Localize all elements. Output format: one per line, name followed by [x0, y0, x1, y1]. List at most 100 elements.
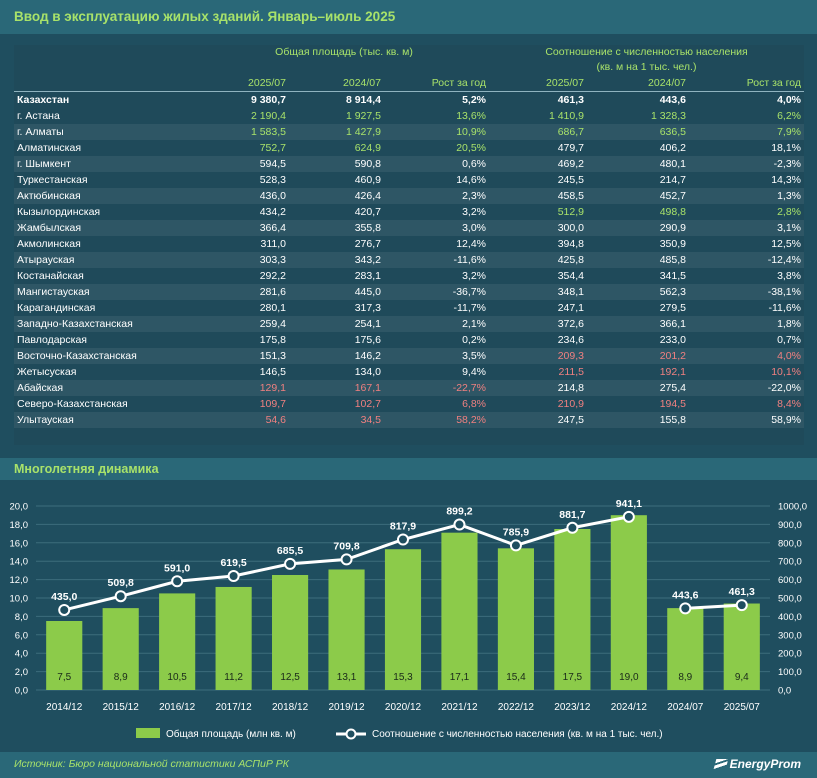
region-name: Казахстан — [17, 94, 70, 106]
table-cell: 4,0% — [777, 94, 801, 106]
table-cell: -11,7% — [453, 302, 487, 314]
table-cell: 1,3% — [777, 190, 801, 202]
table-row: Алматинская 752,7 624,9 20,5% 479,7 406,2 18,1… — [14, 140, 804, 156]
table-cell: 3,8% — [777, 270, 801, 282]
bar — [610, 515, 647, 690]
table-cell: 6,8% — [462, 398, 486, 410]
table-cell: 146,5 — [259, 366, 286, 378]
page-title: Ввод в эксплуатацию жилых зданий. Январь… — [14, 9, 396, 24]
table-row: Туркестанская 528,3 460,9 14,6% 245,5 214,7 14… — [14, 172, 804, 188]
line-point — [340, 553, 353, 566]
left-axis-tick: 16,0 — [10, 538, 29, 549]
x-axis-tick: 2017/12 — [216, 702, 253, 713]
table-row: Жамбылская 366,4 355,8 3,0% 300,0 290,9 3,1% — [14, 220, 804, 236]
region-name: Акмолинская — [17, 238, 81, 250]
table-row: г. Алматы 1 583,5 1 427,9 10,9% 686,7 636,5 7,… — [14, 124, 804, 140]
table-cell: 292,2 — [259, 270, 286, 282]
table-row: Акмолинская 311,0 276,7 12,4% 394,8 350,9 12,5… — [14, 236, 804, 252]
table-cell: 485,8 — [659, 254, 686, 266]
table-cell: 5,2% — [462, 94, 486, 106]
table-cell: 3,5% — [462, 350, 486, 362]
legend-bar-swatch — [136, 728, 160, 738]
line-value-label: 685,5 — [277, 545, 303, 557]
right-axis-tick: 800,0 — [778, 538, 802, 549]
x-axis-tick: 2020/12 — [385, 702, 422, 713]
x-axis-tick: 2018/12 — [272, 702, 309, 713]
table-row: Павлодарская 175,8 175,6 0,2% 234,6 233,0 0,7% — [14, 332, 804, 348]
table-cell: -22,0% — [767, 382, 801, 394]
table-cell: 254,1 — [354, 318, 381, 330]
table-cell: 752,7 — [259, 142, 286, 154]
regional-table-container: Общая площадь (тыс. кв. м) Соотношение с… — [14, 45, 804, 445]
table-cell: 109,7 — [259, 398, 286, 410]
left-axis-tick: 20,0 — [10, 502, 29, 513]
region-name: г. Астана — [17, 110, 60, 122]
table-cell: 354,4 — [557, 270, 584, 282]
column-header: Рост за год — [689, 75, 804, 92]
table-cell: 3,2% — [462, 206, 486, 218]
table-cell: 394,8 — [557, 238, 584, 250]
table-cell: 279,5 — [659, 302, 686, 314]
table-cell: 562,3 — [659, 286, 686, 298]
table-cell: 1,8% — [777, 318, 801, 330]
legend-bar-label: Общая площадь (млн кв. м) — [166, 728, 296, 740]
bar — [46, 621, 83, 690]
region-name: Абайская — [17, 382, 64, 394]
table-cell: 210,9 — [557, 398, 584, 410]
region-name: Туркестанская — [17, 174, 88, 186]
line-point — [622, 510, 635, 523]
table-cell: 1 583,5 — [250, 126, 286, 138]
table-row: Атырауская 303,3 343,2 -11,6% 425,8 485,8 -12,… — [14, 252, 804, 268]
table-cell: 590,8 — [354, 158, 381, 170]
table-cell: 9,4% — [462, 366, 486, 378]
legend-line-marker — [345, 728, 357, 740]
table-cell: 0,2% — [462, 334, 486, 346]
table-cell: 167,1 — [354, 382, 381, 394]
left-axis-tick: 8,0 — [15, 612, 28, 623]
table-cell: 146,2 — [354, 350, 381, 362]
table-cell: 12,5% — [771, 238, 801, 250]
table-cell: 13,6% — [456, 110, 486, 122]
table-row: Костанайская 292,2 283,1 3,2% 354,4 341,5 3,8% — [14, 268, 804, 284]
table-cell: 624,9 — [354, 142, 381, 154]
table-cell: 247,1 — [557, 302, 584, 314]
table-cell: 686,7 — [557, 126, 584, 138]
logo: EnergyProm — [713, 757, 801, 771]
table-cell: 426,4 — [354, 190, 381, 202]
table-cell: 233,0 — [659, 334, 686, 346]
x-axis-tick: 2022/12 — [498, 702, 535, 713]
table-cell: 2,8% — [777, 206, 801, 218]
table-cell: 469,2 — [557, 158, 584, 170]
region-name: Костанайская — [17, 270, 84, 282]
left-axis-tick: 0,0 — [15, 686, 28, 697]
column-header: 2024/07 — [289, 75, 384, 92]
table-cell: 1 328,3 — [650, 110, 686, 122]
line-point — [566, 521, 579, 534]
region-name: Алматинская — [17, 142, 82, 154]
table-cell: 275,4 — [659, 382, 686, 394]
bar-value-label: 7,5 — [57, 672, 71, 683]
right-axis-tick: 300,0 — [778, 630, 802, 641]
table-cell: 1 427,9 — [345, 126, 381, 138]
table-cell: 366,1 — [659, 318, 686, 330]
region-name: Павлодарская — [17, 334, 87, 346]
table-cell: -36,7% — [452, 286, 486, 298]
group-header-ratio: Соотношение с численностью населения — [545, 46, 748, 58]
table-cell: 3,2% — [462, 270, 486, 282]
table-cell: -12,4% — [767, 254, 801, 266]
left-axis-tick: 14,0 — [10, 557, 29, 568]
table-cell: 460,9 — [354, 174, 381, 186]
group-header-ratio-unit: (кв. м на 1 тыс. чел.) — [596, 61, 697, 73]
table-cell: 58,9% — [771, 414, 801, 426]
table-cell: 7,9% — [777, 126, 801, 138]
x-axis-tick: 2023/12 — [554, 702, 591, 713]
table-row: г. Астана 2 190,4 1 927,5 13,6% 1 410,9 1 328… — [14, 108, 804, 124]
table-cell: 12,4% — [456, 238, 486, 250]
table-cell: 18,1% — [771, 142, 801, 154]
table-cell: 425,8 — [557, 254, 584, 266]
bar — [554, 529, 591, 690]
region-name: Восточно-Казахстанская — [17, 350, 137, 362]
table-cell: -11,6% — [453, 254, 487, 266]
table-cell: 155,8 — [659, 414, 686, 426]
table-cell: 192,1 — [659, 366, 686, 378]
